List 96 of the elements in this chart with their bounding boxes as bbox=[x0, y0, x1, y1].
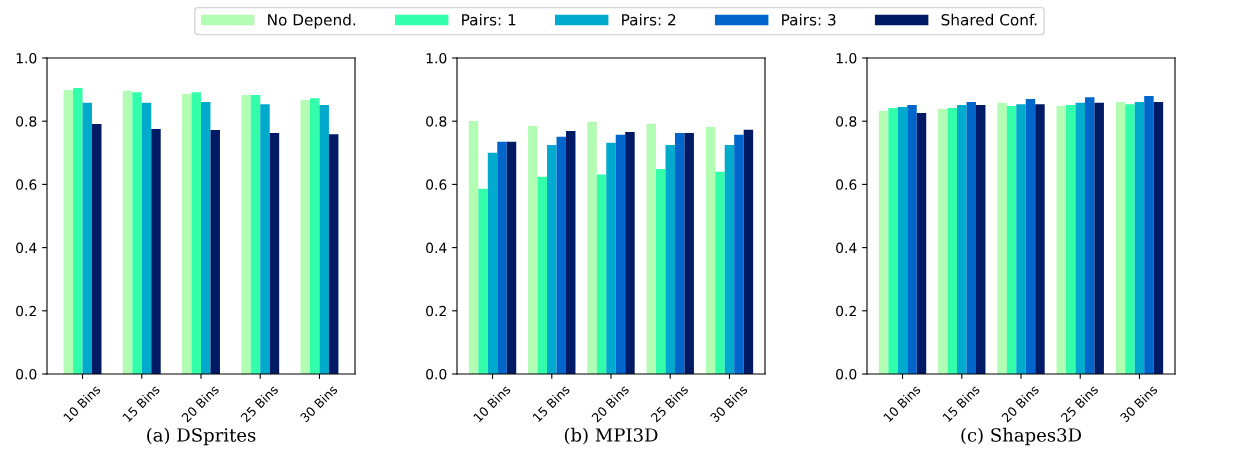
bar bbox=[478, 188, 488, 374]
bar bbox=[1084, 97, 1095, 374]
bar bbox=[241, 94, 251, 374]
bar bbox=[328, 134, 339, 374]
bar bbox=[468, 120, 479, 374]
bar bbox=[269, 132, 280, 374]
bar bbox=[528, 125, 538, 374]
bar bbox=[1066, 105, 1076, 374]
bar bbox=[646, 123, 657, 374]
x-axis-title: (a) DSprites bbox=[147, 427, 256, 446]
legend-label: Pairs: 2 bbox=[622, 13, 676, 26]
y-tick-label: 0.2 bbox=[16, 305, 36, 317]
y-tick-label: 0.0 bbox=[836, 368, 857, 380]
bar bbox=[1125, 104, 1135, 374]
bar bbox=[888, 107, 898, 374]
bar bbox=[975, 105, 986, 374]
bar bbox=[309, 98, 320, 374]
legend-label: No Depend. bbox=[268, 13, 356, 29]
y-tick-label: 0.0 bbox=[426, 368, 447, 380]
y-tick-label: 0.8 bbox=[426, 116, 447, 127]
bar bbox=[596, 174, 607, 374]
y-tick-label: 0.2 bbox=[836, 305, 856, 317]
bar bbox=[250, 94, 261, 374]
y-tick-label: 0.8 bbox=[836, 116, 857, 127]
bar bbox=[141, 102, 152, 374]
bar bbox=[907, 105, 917, 374]
bar bbox=[897, 106, 908, 374]
bar bbox=[506, 141, 517, 374]
bar bbox=[73, 88, 83, 374]
bar bbox=[182, 94, 192, 374]
bar bbox=[1144, 95, 1154, 374]
bar bbox=[715, 171, 725, 374]
legend-label: Pairs: 1 bbox=[462, 13, 516, 26]
bar bbox=[319, 105, 329, 374]
bar bbox=[743, 129, 754, 374]
bar bbox=[547, 144, 557, 374]
bar bbox=[565, 131, 576, 374]
bar bbox=[122, 90, 133, 374]
y-tick-label: 0.4 bbox=[836, 242, 857, 254]
y-tick-label: 1.0 bbox=[836, 52, 857, 64]
bar bbox=[1016, 104, 1026, 374]
bar bbox=[1075, 102, 1085, 374]
bar bbox=[938, 108, 948, 374]
bar bbox=[260, 104, 270, 374]
bar bbox=[537, 176, 548, 374]
bar bbox=[1035, 104, 1045, 374]
bar bbox=[997, 102, 1007, 374]
bar bbox=[625, 131, 635, 374]
x-axis-title: (c) Shapes3D bbox=[961, 427, 1082, 446]
bar bbox=[556, 136, 566, 374]
bar bbox=[966, 101, 976, 374]
bar bbox=[151, 129, 161, 374]
bar bbox=[606, 142, 616, 374]
bar bbox=[878, 111, 889, 374]
bar bbox=[1006, 106, 1017, 374]
bar bbox=[705, 126, 716, 374]
bar bbox=[615, 134, 626, 374]
y-tick-label: 0.6 bbox=[16, 179, 37, 190]
bar bbox=[300, 100, 310, 374]
bar bbox=[92, 124, 102, 374]
bar bbox=[191, 92, 201, 374]
y-tick-label: 1.0 bbox=[16, 52, 37, 64]
bar bbox=[1025, 99, 1036, 374]
y-tick-label: 0.8 bbox=[16, 116, 37, 127]
y-tick-label: 1.0 bbox=[426, 52, 447, 64]
bar bbox=[497, 141, 507, 374]
bar bbox=[132, 92, 142, 374]
y-tick-label: 0.4 bbox=[426, 242, 447, 254]
bar bbox=[63, 89, 74, 374]
bar bbox=[82, 102, 93, 374]
legend-label: Pairs: 3 bbox=[782, 13, 836, 26]
bar bbox=[656, 168, 666, 374]
bar bbox=[1115, 101, 1126, 374]
y-tick-label: 0.0 bbox=[16, 368, 37, 380]
bar bbox=[1056, 106, 1067, 374]
bar bbox=[734, 134, 744, 374]
bar bbox=[587, 121, 597, 374]
bar bbox=[1134, 101, 1145, 374]
bar bbox=[665, 144, 675, 374]
y-tick-label: 0.2 bbox=[426, 305, 446, 317]
bar bbox=[1094, 102, 1104, 374]
bar bbox=[957, 105, 967, 374]
x-axis-title: (b) MPI3D bbox=[564, 427, 658, 445]
bar bbox=[201, 101, 211, 374]
y-tick-label: 0.6 bbox=[426, 179, 447, 190]
bar bbox=[916, 112, 927, 374]
y-tick-label: 0.4 bbox=[16, 242, 37, 254]
bar bbox=[1153, 101, 1164, 374]
bar bbox=[487, 152, 498, 374]
bar bbox=[947, 107, 958, 374]
bar bbox=[684, 132, 694, 374]
bar bbox=[210, 130, 220, 374]
bar bbox=[674, 132, 685, 374]
legend-label: Shared Conf. bbox=[941, 13, 1037, 26]
bar bbox=[724, 144, 735, 374]
y-tick-label: 0.6 bbox=[836, 179, 857, 190]
